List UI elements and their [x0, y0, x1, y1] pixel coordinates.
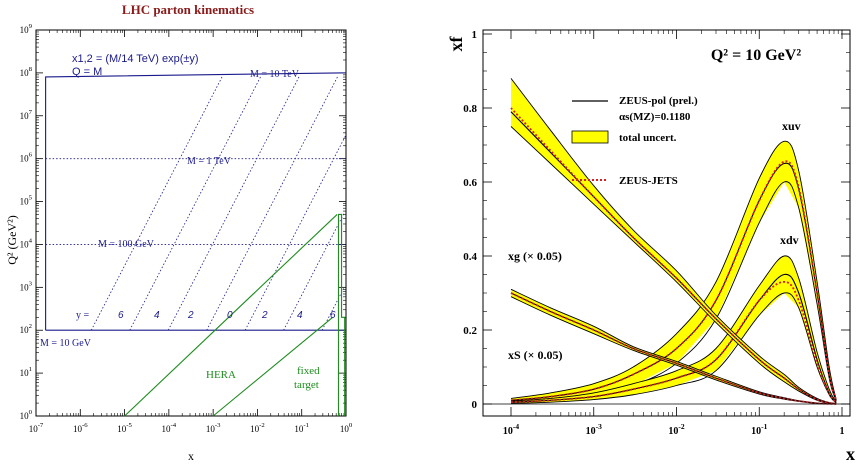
- jets-curve: [510, 107, 837, 405]
- lhc-boundary-left: [45, 72, 340, 331]
- jets-curve: [510, 160, 838, 402]
- legend: ZEUS-pol (prel.) αs(MZ)=0.1180 total unc…: [571, 95, 698, 187]
- band-upper-edge: [510, 255, 837, 403]
- y-tick-label: 100: [20, 409, 33, 421]
- axis-tick-labels: 10-7 10-6 10-5 10-4 10-3 10-2 10-1 100 100 101 102…: [20, 23, 353, 434]
- x-tick-label: 10-1: [751, 422, 767, 437]
- y-tick-label: 0.2: [463, 325, 477, 337]
- mass-label-10tev: M = 10 TeV: [250, 69, 300, 80]
- y-tick-label: 101: [20, 366, 32, 378]
- axis-ticks: [483, 30, 850, 416]
- rapidity-value-label: 6: [118, 310, 124, 321]
- y-tick-label: 1: [472, 29, 478, 41]
- x-tick-label: 10-4: [162, 422, 177, 434]
- rapidity-value-label: 2: [187, 310, 194, 321]
- x-tick-label: 100: [340, 422, 353, 434]
- mass-label-10gev: M = 10 GeV: [40, 338, 92, 349]
- axis-tick-labels: 10-4 10-3 10-2 10-1 1 0 0.2 0.4 0.6 0.8 1: [463, 29, 844, 437]
- hera-edge: [337, 213, 346, 416]
- chart-title: LHC parton kinematics: [122, 2, 254, 17]
- plot-frame: [35, 29, 347, 417]
- x-tick-label: 10-5: [117, 422, 132, 434]
- x-tick-label: 10-2: [668, 422, 684, 437]
- rapidity-line: [283, 211, 345, 331]
- legend-swatch-band: [571, 130, 609, 144]
- formula-line-1: x1,2 = (M/14 TeV) exp(±y): [72, 53, 199, 65]
- y-tick-label: 105: [20, 195, 33, 207]
- y-tick-label: 103: [20, 280, 33, 292]
- legend-entry-1: ZEUS-pol (prel.): [619, 95, 698, 107]
- legend-entry-2: αs(MZ)=0.1180: [619, 111, 691, 123]
- kinematics-lines: [45, 72, 346, 417]
- x-tick-label: 10-7: [29, 422, 44, 434]
- y-tick-label: 102: [20, 323, 32, 335]
- plot-frame: [482, 29, 851, 417]
- legend-entry-4: ZEUS-JETS: [619, 175, 678, 187]
- x-tick-label: 10-1: [294, 422, 309, 434]
- legend-entry-3: total uncert.: [619, 132, 677, 144]
- rapidity-value-label: 6: [330, 310, 336, 321]
- y-tick-label: 107: [20, 109, 33, 121]
- rapidity-value-label: 4: [297, 310, 303, 321]
- y-axis-label: Q² (GeV²): [5, 215, 19, 265]
- x-tick-label: 10-6: [73, 422, 88, 434]
- curve-label-xg: xg (× 0.05): [508, 249, 562, 263]
- hera-label: HERA: [206, 369, 236, 381]
- axis-ticks: [35, 29, 347, 417]
- curve-label-xuv: xuv: [782, 119, 801, 133]
- rapidity-line: [90, 76, 223, 331]
- mass-label-100gev: M = 100 GeV: [98, 239, 155, 250]
- rapidity-line: [129, 76, 261, 331]
- band-upper-edge: [510, 140, 837, 400]
- jets-curve: [510, 280, 837, 404]
- y-tick-label: 109: [20, 23, 33, 35]
- formula-line-2: Q = M: [72, 66, 102, 78]
- pdf-curves: [483, 78, 850, 405]
- uncertainty-band: [511, 141, 837, 403]
- x-tick-label: 10-3: [206, 422, 221, 434]
- x-tick-label: 10-2: [250, 422, 265, 434]
- x-tick-label: 1: [840, 426, 845, 437]
- y-tick-label: 108: [20, 66, 33, 78]
- y-tick-label: 0.8: [463, 103, 477, 115]
- y-tick-label: 0.6: [463, 177, 477, 189]
- y-tick-label: 104: [20, 237, 33, 249]
- x-axis-label: x: [846, 444, 855, 464]
- hera-boundary: [124, 214, 338, 417]
- x-tick-label: 10-4: [503, 422, 519, 437]
- y-tick-label: 0.4: [463, 251, 477, 263]
- rapidity-value-label: 4: [154, 310, 160, 321]
- pdf-chart: 10-4 10-3 10-2 10-1 1 0 0.2 0.4 0.6 0.8 1 Q² = 10 …: [446, 29, 855, 464]
- curve-label-xs: xS (× 0.05): [508, 348, 563, 362]
- y-row-label: y =: [76, 310, 90, 321]
- fixed-label: fixed: [297, 365, 320, 377]
- rapidity-line: [244, 135, 346, 331]
- x-tick-label: 10-3: [586, 422, 602, 437]
- central-curve: [510, 292, 837, 405]
- band-upper-edge: [510, 78, 837, 404]
- y-tick-label: 106: [20, 152, 33, 164]
- rapidity-value-label: 2: [261, 310, 268, 321]
- mass-label-1tev: M = 1 TeV: [187, 156, 232, 167]
- y-tick-label: 0: [472, 399, 478, 411]
- rapidity-line: [206, 76, 338, 331]
- chart-title: Q² = 10 GeV²: [711, 47, 801, 64]
- y-axis-label: xf: [446, 36, 466, 52]
- fixed-target-boundary: [212, 316, 334, 417]
- annotation-labels: M = 10 TeV M = 1 TeV M = 100 GeV M = 10 GeV…: [40, 69, 336, 391]
- curve-label-xdv: xdv: [780, 233, 799, 247]
- x-axis-label: x: [188, 449, 194, 463]
- rapidity-value-label: 0: [227, 310, 233, 321]
- target-label: target: [294, 379, 319, 391]
- rapidity-line: [167, 76, 300, 331]
- lhc-kinematics-chart: LHC parton kinematics 10-7 10-6 10-5 10-4 10…: [5, 2, 353, 463]
